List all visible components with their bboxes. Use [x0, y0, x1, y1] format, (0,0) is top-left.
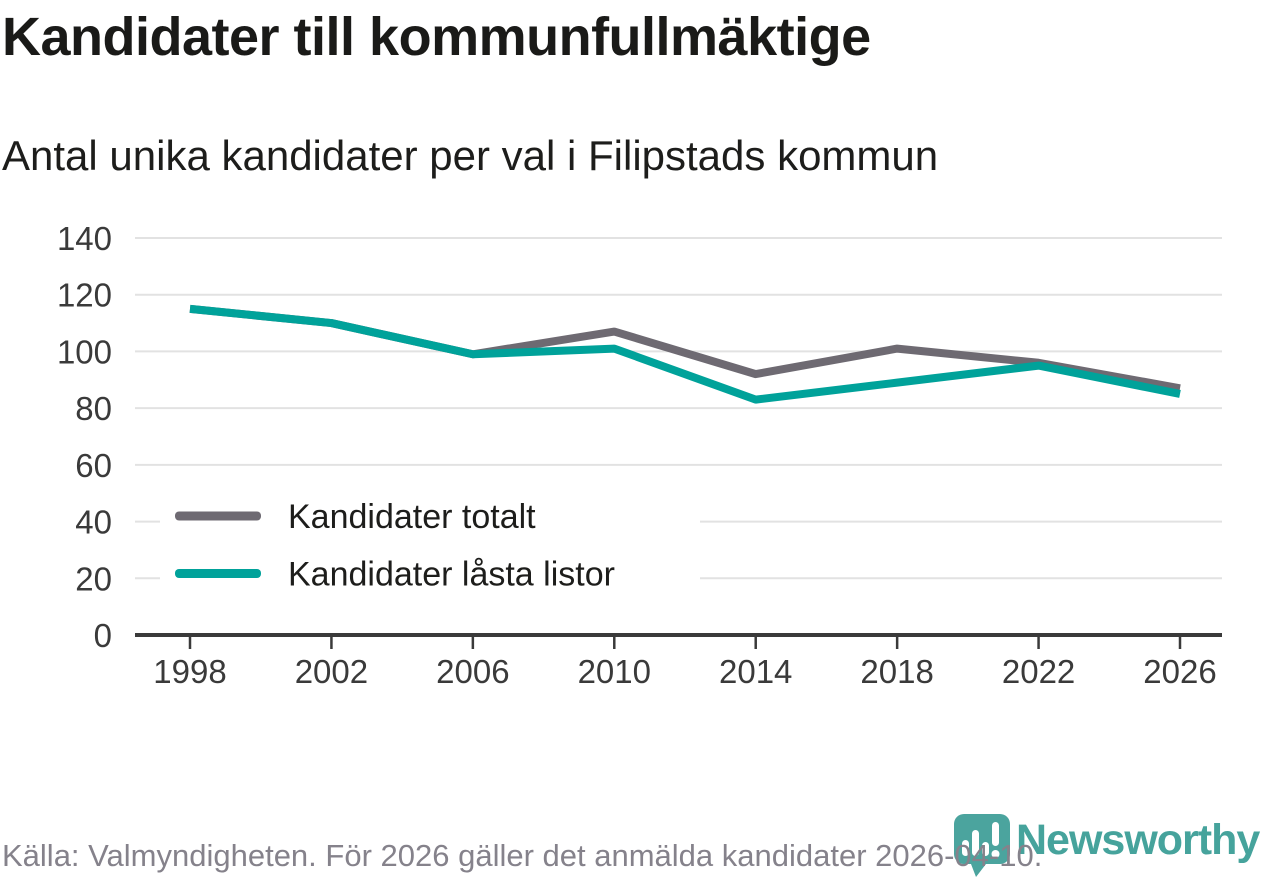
x-tick-label-2026: 2026	[1143, 653, 1216, 690]
line-chart-plot: 1998 2002 2006 2010 2014 2018 2022 2026 0 20 40 60 8…	[57, 220, 1222, 690]
legend-swatch-kandidater-l-sta-listor	[175, 569, 261, 578]
x-tick-label-2002: 2002	[295, 653, 368, 690]
x-tick-label-2022: 2022	[1002, 653, 1075, 690]
newsworthy-wordmark: Newsworthy	[1016, 816, 1260, 864]
chart-title: Kandidater till kommunfullmäktige	[2, 7, 871, 67]
x-tick-label-2014: 2014	[719, 653, 792, 690]
newsworthy-logo: Newsworthy	[950, 812, 1262, 879]
newsworthy-pin-icon	[954, 814, 1010, 877]
y-tick-label-40: 40	[75, 504, 112, 541]
legend-label-kandidater-totalt: Kandidater totalt	[288, 498, 536, 536]
y-tick-label-60: 60	[75, 447, 112, 484]
x-tick-label-2006: 2006	[436, 653, 509, 690]
legend-swatch-kandidater-totalt	[175, 511, 261, 521]
y-tick-label-0: 0	[94, 617, 112, 654]
y-tick-label-120: 120	[57, 277, 112, 314]
legend-label-kandidater-l-sta-listor: Kandidater låsta listor	[288, 556, 615, 594]
x-tick-label-2010: 2010	[578, 653, 651, 690]
series-line-kandidater-l-sta-listor	[189, 304, 1181, 404]
chart-subtitle: Antal unika kandidater per val i Filipst…	[2, 132, 939, 179]
source-note: Källa: Valmyndigheten. För 2026 gäller d…	[2, 838, 1043, 873]
x-tick-label-2018: 2018	[860, 653, 933, 690]
x-tick-label-1998: 1998	[153, 653, 226, 690]
legend-background	[160, 493, 700, 603]
y-tick-label-80: 80	[75, 390, 112, 427]
y-tick-label-20: 20	[75, 560, 112, 597]
y-tick-label-140: 140	[57, 220, 112, 257]
y-tick-label-100: 100	[57, 333, 112, 370]
